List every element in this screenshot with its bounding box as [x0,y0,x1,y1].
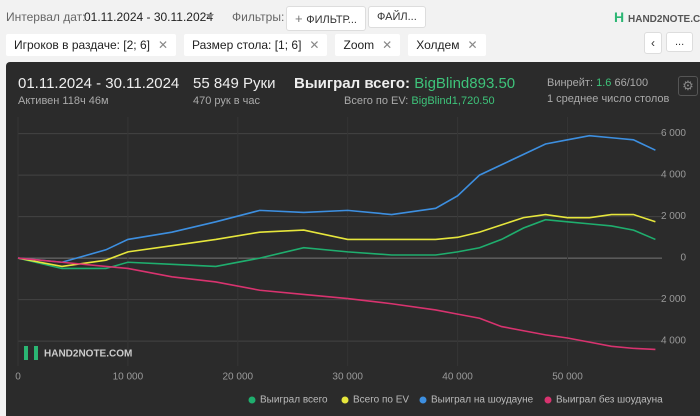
chip-remove[interactable]: ✕ [467,38,478,52]
chip-remove[interactable]: ✕ [309,38,320,52]
back-button[interactable]: ‹ [644,32,662,54]
x-tick-label: 10 000 [113,372,144,383]
filter-button[interactable]: + ФИЛЬТР... [286,6,366,31]
filter-chip[interactable]: Zoom ✕ [335,34,401,56]
settings-button[interactable]: ⚙ [678,76,698,96]
dropdown-arrow[interactable] [206,14,214,19]
logo-text: HAND2NOTE.COM [628,14,700,25]
x-tick-label: 0 [15,372,21,383]
ev-value: BigBlind1,720.50 [411,95,495,107]
y-tick-label: 2 000 [661,211,686,222]
legend-label: Выиграл всего [260,395,328,406]
more-button[interactable]: ... [666,32,694,52]
hands-per-hour: 470 рук в час [193,95,261,107]
y-tick-label: 2 000 [661,294,686,305]
filter-chip[interactable]: Игроков в раздаче: [2; 6] ✕ [6,34,177,56]
date-value[interactable]: 01.11.2024 - 30.11.2024 [84,10,213,24]
series-line [17,257,656,351]
active: Активен 118ч 46м [18,95,109,107]
y-tick-label: 0 [680,253,686,264]
legend-label: Выиграл на шоудауне [431,395,534,406]
filter-chip[interactable]: Холдем ✕ [408,34,486,56]
chip-text: Размер стола: [1; 6] [192,38,302,52]
winrate-unit: 66/100 [614,77,649,89]
winrate-label: Винрейт: [547,77,594,89]
y-tick-label: 4 000 [661,170,686,181]
chips: Игроков в раздаче: [2; 6] ✕ Размер стола: … [6,34,486,56]
y-tick-label: 6 000 [661,128,686,139]
tables: 1 среднее число столов [547,93,670,105]
filter-button-text: ФИЛЬТР... [306,14,357,26]
ev-label: Всего по EV: [344,95,409,107]
chip-remove[interactable]: ✕ [157,38,169,52]
logo: H HAND2NOTE.COM [614,9,700,25]
legend-swatch [248,396,256,404]
series-line [17,213,656,268]
period: 01.11.2024 - 30.11.2024 [18,75,180,92]
chip-text: Zoom [343,38,375,52]
legend-swatch [419,396,427,404]
x-tick-label: 20 000 [222,372,253,383]
filter-chip[interactable]: Размер стола: [1; 6] ✕ [184,34,328,56]
watermark-icon [34,346,38,360]
legend-swatch [544,396,552,404]
filters-label: Фильтры: [232,10,285,24]
hands: 55 849 Руки [193,75,276,92]
legend-swatch [341,396,349,404]
series-line [17,218,656,270]
won-label: Выиграл всего: [294,75,411,92]
winrate: Винрейт: 1.6 66/100 [547,77,648,89]
series-line [17,134,656,264]
chip-remove[interactable]: ✕ [382,38,393,52]
date-label: Интервал дат: [6,10,86,24]
watermark: HAND2NOTE.COM [24,346,132,360]
chip-text: Холдем [416,38,460,52]
winrate-value: 1.6 [596,77,612,89]
chip-text: Игроков в раздаче: [2; 6] [14,38,150,52]
x-tick-label: 30 000 [332,372,363,383]
legend-label: Всего по EV [353,395,409,406]
x-tick-label: 40 000 [442,372,473,383]
watermark-text: HAND2NOTE.COM [44,349,132,360]
y-tick-label: 4 000 [661,336,686,347]
legend-label: Выиграл без шоудауна [556,394,663,406]
x-tick-label: 50 000 [552,372,583,383]
file-button[interactable]: ФАЙЛ... [368,6,426,28]
watermark-icon [24,346,28,360]
won-value: BigBlind893.50 [414,75,516,92]
ev: Всего по EV: BigBlind1,720.50 [344,95,495,107]
won: Выиграл всего: BigBlind893.50 [294,75,515,92]
